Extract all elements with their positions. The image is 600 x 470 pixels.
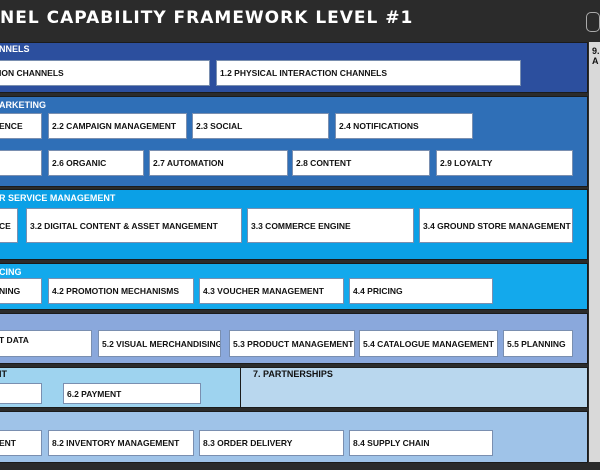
capability-box[interactable]: 4.3 VOUCHER MANAGEMENT <box>199 278 344 304</box>
capability-box[interactable]: CE <box>0 208 18 243</box>
capability-box[interactable]: 5.2 VISUAL MERCHANDISING <box>98 330 221 357</box>
side-title-line2: A <box>592 56 599 66</box>
capability-box[interactable]: 2.4 NOTIFICATIONS <box>335 113 473 139</box>
capability-box[interactable]: 8.3 ORDER DELIVERY <box>199 430 344 456</box>
capability-box[interactable] <box>0 383 42 404</box>
section-title: R SERVICE MANAGEMENT <box>0 193 116 203</box>
side-title-line1: 9. <box>592 46 600 56</box>
capability-box[interactable]: 2.3 SOCIAL <box>192 113 329 139</box>
section-title: ARKETING <box>0 100 46 110</box>
capability-box[interactable]: ENCE <box>0 113 42 139</box>
capability-box[interactable]: 2.7 AUTOMATION <box>149 150 288 176</box>
side-panel-9: 9. A <box>589 42 600 462</box>
capability-box[interactable]: 8.4 SUPPLY CHAIN <box>349 430 493 456</box>
section-title: IT <box>0 369 7 379</box>
section-title: NNELS <box>0 44 30 54</box>
capability-box[interactable]: 4.2 PROMOTION MECHANISMS <box>48 278 194 304</box>
section-7: 7. PARTNERSHIPS <box>240 367 588 408</box>
section-title: 7. PARTNERSHIPS <box>253 369 333 379</box>
capability-box[interactable]: ION CHANNELS <box>0 60 210 86</box>
capability-box[interactable]: ENT <box>0 430 42 456</box>
page-title: NEL CAPABILITY FRAMEWORK LEVEL #1 <box>0 8 414 28</box>
seal-logo-icon <box>586 12 600 32</box>
capability-box[interactable]: 2.2 CAMPAIGN MANAGEMENT <box>48 113 187 139</box>
capability-box[interactable] <box>0 150 42 176</box>
capability-box[interactable]: 3.2 DIGITAL CONTENT & ASSET MANGEMENT <box>26 208 242 243</box>
capability-box[interactable]: 5.5 PLANNING <box>503 330 573 357</box>
capability-box[interactable]: 5.4 CATALOGUE MANAGEMENT <box>359 330 498 357</box>
capability-box[interactable]: 3.3 COMMERCE ENGINE <box>247 208 414 243</box>
capability-box[interactable]: 2.8 CONTENT <box>292 150 430 176</box>
capability-box[interactable]: 4.4 PRICING <box>349 278 493 304</box>
capability-box[interactable]: 2.9 LOYALTY <box>436 150 573 176</box>
capability-box[interactable]: T DATA <box>0 330 92 357</box>
capability-box[interactable]: 1.2 PHYSICAL INTERACTION CHANNELS <box>216 60 521 86</box>
capability-box[interactable]: NING <box>0 278 42 304</box>
header: NEL CAPABILITY FRAMEWORK LEVEL #1 <box>0 0 600 40</box>
capability-box[interactable]: 5.3 PRODUCT MANAGEMENT <box>229 330 355 357</box>
section-title: CING <box>0 267 22 277</box>
capability-box[interactable]: 6.2 PAYMENT <box>63 383 201 404</box>
capability-box[interactable]: 8.2 INVENTORY MANAGEMENT <box>48 430 194 456</box>
capability-box[interactable]: 2.6 ORGANIC <box>48 150 144 176</box>
capability-box[interactable]: 3.4 GROUND STORE MANAGEMENT <box>419 208 573 243</box>
